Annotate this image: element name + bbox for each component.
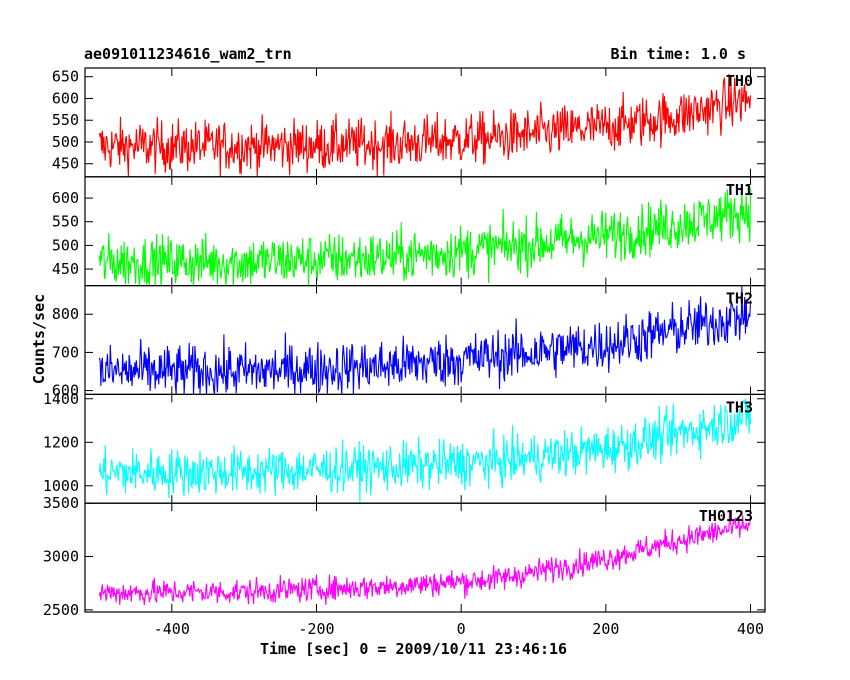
- channel-label-th1: TH1: [726, 181, 753, 199]
- y-tick-label-th0: 650: [52, 68, 79, 86]
- y-tick-label-th0123: 3500: [43, 494, 79, 512]
- x-tick-label: -200: [298, 620, 334, 638]
- y-tick-label-th2: 800: [52, 305, 79, 323]
- channel-label-th3: TH3: [726, 398, 753, 416]
- series-line-th0123: [98, 511, 752, 605]
- y-tick-label-th0: 600: [52, 89, 79, 107]
- channel-label-th0: TH0: [726, 72, 753, 90]
- y-tick-label-th3: 1000: [43, 477, 79, 495]
- channel-label-th2: TH2: [726, 290, 753, 308]
- y-tick-label-th1: 600: [52, 189, 79, 207]
- y-tick-label-th0123: 2500: [43, 601, 79, 619]
- y-tick-label-th1: 500: [52, 236, 79, 254]
- y-tick-label-th3: 1400: [43, 390, 79, 408]
- y-tick-label-th0123: 3000: [43, 548, 79, 566]
- bin-time-label: Bin time: 1.0 s: [610, 45, 746, 63]
- y-tick-label-th1: 550: [52, 213, 79, 231]
- series-line-th3: [98, 398, 752, 504]
- y-tick-label-th0: 550: [52, 111, 79, 129]
- y-tick-label-th3: 1200: [43, 433, 79, 451]
- x-tick-label: 0: [457, 620, 466, 638]
- plot-title: ae091011234616_wam2_trn: [84, 45, 292, 63]
- y-axis-label: Counts/sec: [30, 293, 49, 385]
- series-line-th1: [98, 187, 752, 286]
- x-axis-label: Time [sec] 0 = 2009/10/11 23:46:16: [260, 640, 568, 658]
- y-tick-label-th2: 600: [52, 382, 79, 400]
- y-tick-label-th0: 450: [52, 155, 79, 173]
- y-tick-label-th2: 700: [52, 343, 79, 361]
- x-tick-label: 400: [737, 620, 764, 638]
- y-tick-label-th0: 500: [52, 133, 79, 151]
- series-line-th2: [98, 285, 752, 395]
- channel-label-th0123: TH0123: [699, 507, 753, 525]
- series-line-th0: [98, 74, 752, 177]
- x-tick-label: -400: [154, 620, 190, 638]
- x-tick-label: 200: [592, 620, 619, 638]
- y-tick-label-th1: 450: [52, 260, 79, 278]
- panel-frame-th0123: [84, 502, 766, 613]
